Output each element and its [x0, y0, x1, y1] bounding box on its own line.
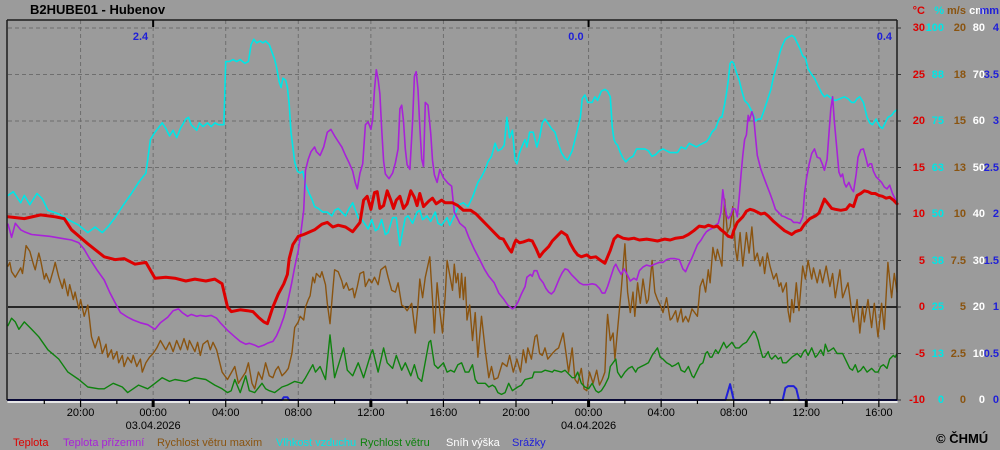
y-axis-value: 3	[992, 115, 999, 127]
x-axis-time-label: 00:00	[139, 407, 167, 419]
y-axis-value: 18	[953, 68, 966, 81]
y-axis-value: 30	[972, 254, 985, 267]
y-axis-value: 0	[937, 394, 944, 406]
y-axis-value: 63	[931, 161, 944, 174]
y-axis-value: 0	[918, 301, 925, 313]
x-axis-date-label: 03.04.2026	[125, 420, 181, 432]
y-axis-value: 60	[972, 115, 985, 127]
series-line-2	[7, 198, 898, 392]
y-axis-value: 7.5	[950, 254, 966, 267]
y-axis-unit-%: %	[934, 5, 944, 17]
y-axis-value: 0	[959, 394, 966, 406]
y-axis-value: 13	[931, 347, 944, 360]
legend-item-6: Srážky	[512, 437, 546, 449]
y-axis-value: 20	[972, 301, 985, 313]
legend-item-4: Rychlost větru	[360, 437, 430, 449]
x-axis-time-label: 00:00	[574, 407, 603, 419]
legend-item-2: Rychlost větru maxim	[157, 437, 263, 449]
legend-item-0: Teplota	[13, 437, 49, 449]
y-axis-value: 0	[978, 394, 985, 406]
y-axis-value: 100	[925, 22, 944, 34]
x-axis-time-label: 12:00	[792, 407, 821, 419]
y-axis-value: 10	[953, 208, 966, 220]
y-axis-unit-m/s: m/s	[947, 5, 966, 17]
series-line-1	[7, 69, 898, 348]
y-axis-value: 38	[931, 254, 944, 267]
y-axis-value: 10	[972, 347, 985, 360]
y-axis-unit-cm: cm	[969, 5, 985, 17]
y-axis-value: 50	[931, 208, 944, 220]
x-axis-time-label: 08:00	[719, 407, 748, 419]
y-axis-value: -5	[915, 347, 925, 360]
y-axis-value: 88	[931, 68, 944, 81]
y-axis-value: 2.5	[983, 161, 999, 174]
y-axis-value: 75	[931, 115, 944, 127]
series-line-0	[6, 189, 899, 326]
legend-item-5: Sníh výška	[446, 437, 500, 449]
legend-item-3: Vlhkost vzduchu	[276, 437, 357, 449]
x-axis-time-label: 20:00	[66, 407, 95, 419]
y-axis-value: 80	[972, 22, 985, 34]
y-axis-value: 1	[992, 301, 999, 313]
precip-day-total-label: 2.4	[132, 31, 149, 43]
y-axis-value: 50	[972, 161, 985, 174]
y-axis-value: 70	[972, 68, 985, 81]
x-axis-time-label: 04:00	[211, 407, 240, 419]
y-axis-value: 40	[972, 208, 985, 220]
x-axis-time-label: 12:00	[357, 407, 385, 419]
y-axis-value: 2	[992, 208, 999, 220]
y-axis-value: 30	[912, 22, 925, 34]
series-line-3	[7, 34, 898, 247]
y-axis-value: -10	[909, 394, 925, 406]
precip-day-total-label: 0.0	[568, 31, 584, 43]
y-axis-value: 1.5	[983, 254, 999, 267]
y-axis-value: 10	[912, 208, 925, 220]
y-axis-unit-°C: °C	[912, 5, 925, 17]
y-axis-value: 5	[918, 254, 925, 267]
y-axis-value: 20	[912, 115, 925, 127]
x-axis-time-label: 08:00	[284, 407, 313, 419]
y-axis-value: 3.5	[983, 68, 999, 81]
copyright-label: © ČHMÚ	[936, 431, 989, 446]
y-axis-value: 5	[959, 301, 966, 313]
y-axis-value: 25	[912, 68, 925, 81]
y-axis-value: 0	[992, 394, 999, 406]
legend-item-1: Teplota přízemní	[63, 437, 145, 449]
x-axis-time-label: 04:00	[647, 407, 675, 419]
y-axis-value: 2.5	[950, 347, 966, 360]
x-axis-time-label: 16:00	[429, 407, 458, 419]
series-line-4	[7, 317, 898, 396]
y-axis-value: 25	[931, 301, 944, 313]
page-title: B2HUBE01 - Hubenov	[30, 2, 166, 17]
x-axis-time-label: 16:00	[865, 407, 893, 419]
y-axis-value: 15	[953, 115, 966, 127]
y-axis-unit-mm: mm	[979, 5, 999, 17]
y-axis-value: 15	[912, 161, 925, 174]
y-axis-value: 0.5	[983, 347, 999, 360]
y-axis-value: 20	[953, 22, 966, 34]
y-axis-value: 13	[953, 161, 966, 174]
x-axis-time-label: 20:00	[502, 407, 530, 419]
precip-day-total-label: 0.4	[876, 31, 892, 43]
y-axis-value: 4	[992, 22, 999, 34]
x-axis-date-label: 04.04.2026	[561, 420, 617, 432]
